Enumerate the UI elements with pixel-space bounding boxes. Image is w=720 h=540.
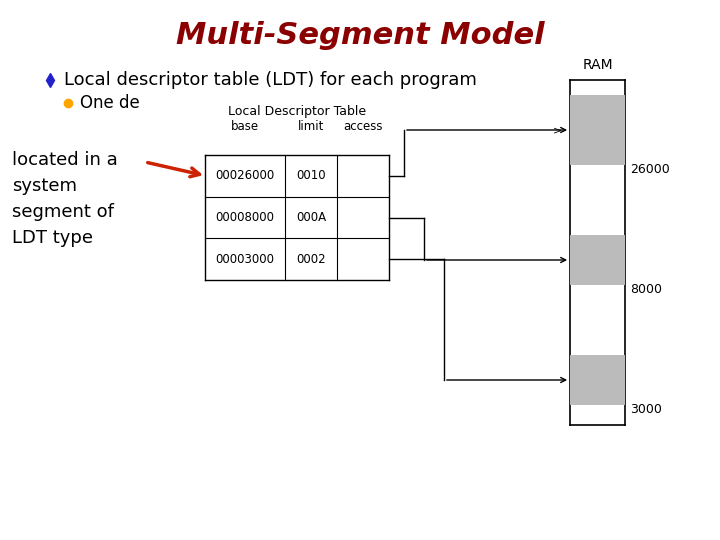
Text: 0010: 0010 [296,170,326,183]
Text: 00026000: 00026000 [215,170,274,183]
Text: Local descriptor table (LDT) for each program: Local descriptor table (LDT) for each pr… [64,71,477,89]
Text: 8000: 8000 [630,283,662,296]
Text: 26000: 26000 [630,163,670,176]
Text: base: base [231,119,259,132]
Text: access: access [343,119,383,132]
Bar [570,235,625,285]
Text: 0002: 0002 [296,253,326,266]
Bar [570,355,625,405]
Text: limit: limit [298,119,324,132]
Text: RAM: RAM [582,58,613,72]
Text: One de: One de [80,94,140,112]
Text: >: > [553,125,562,135]
Text: 00003000: 00003000 [215,253,274,266]
Text: Multi-Segment Model: Multi-Segment Model [176,21,544,50]
Text: system: system [12,177,77,195]
Text: segment of: segment of [12,203,114,221]
Text: 000A: 000A [296,211,326,224]
Text: 00008000: 00008000 [215,211,274,224]
Text: 3000: 3000 [630,403,662,416]
Text: located in a: located in a [12,151,118,169]
Text: LDT type: LDT type [12,229,93,247]
Bar [570,95,625,165]
Text: Local Descriptor Table: Local Descriptor Table [228,105,366,118]
